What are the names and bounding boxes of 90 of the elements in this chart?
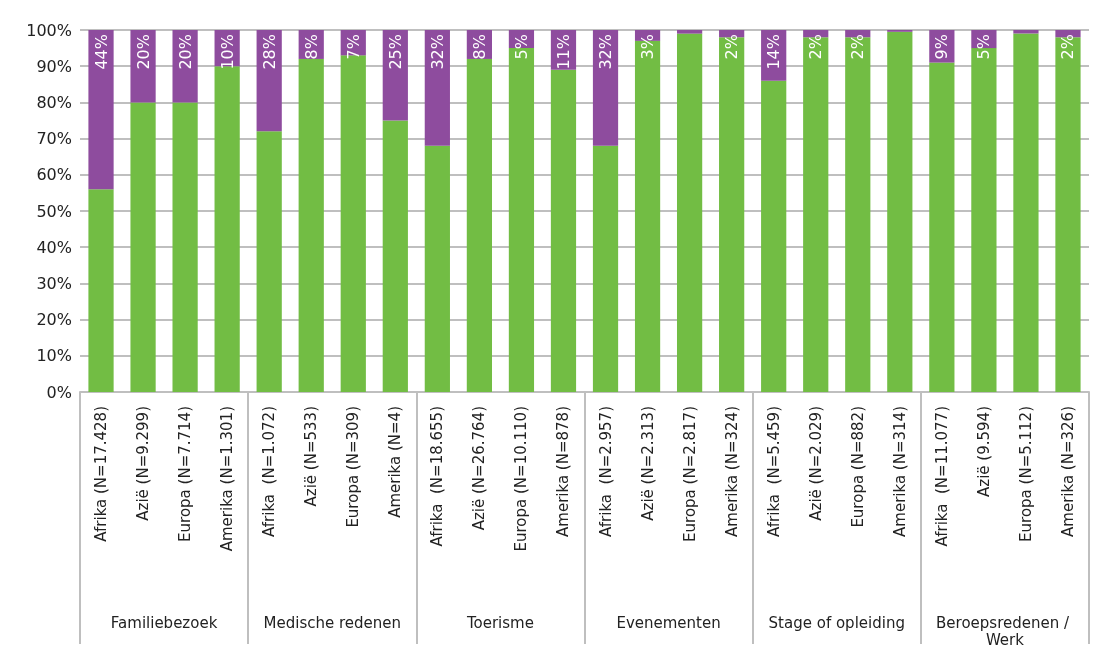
bar <box>382 120 408 392</box>
x-tick-label: Azië (N=9.299) <box>134 406 153 521</box>
x-tick-label: Azië (9.594) <box>974 406 993 497</box>
data-label: 5% <box>974 34 994 60</box>
bar <box>424 30 450 146</box>
bar <box>719 37 745 392</box>
bar <box>214 66 240 392</box>
x-tick-label: Amerika (N=4) <box>386 406 405 518</box>
text: Familiebezoek <box>110 613 218 632</box>
x-tick-label: Azië (N=2.029) <box>806 406 825 521</box>
x-tick-label: Europa (N=7.714) <box>176 406 195 542</box>
bar <box>130 30 156 103</box>
data-label: 11% <box>553 34 573 70</box>
data-label: 7% <box>343 34 363 60</box>
y-tick-label: 50% <box>36 201 72 221</box>
data-label: 2% <box>848 34 868 60</box>
x-tick-label: Amerika (N=878) <box>554 406 573 537</box>
y-tick-label: 80% <box>36 92 72 112</box>
bar <box>592 145 619 392</box>
bar <box>130 102 156 392</box>
x-tick-label: Azië (N=533) <box>302 406 321 507</box>
data-label: 2% <box>722 34 742 60</box>
y-tick-label: 10% <box>36 346 72 366</box>
bar <box>172 102 198 392</box>
bar <box>1013 30 1039 34</box>
x-tick-label: Europa (N=5.112) <box>1016 406 1035 542</box>
data-label: 32% <box>596 34 616 70</box>
text: Beroepsredenen / Werk <box>936 613 1074 649</box>
x-tick-label: Europa (N=10.110) <box>512 406 531 552</box>
text: Medische redenen <box>263 613 401 632</box>
bar <box>466 58 493 392</box>
x-tick-label: Afrika (N=2.957) <box>596 406 615 537</box>
data-label: 3% <box>638 34 658 60</box>
x-tick-label: Amerika (N=326) <box>1058 406 1077 537</box>
bar <box>172 30 198 103</box>
data-label: 8% <box>301 34 321 60</box>
data-label: 44% <box>91 34 111 70</box>
text: Toerisme <box>465 613 534 632</box>
x-tick-label: Europa (N=2.817) <box>680 406 699 542</box>
bar <box>761 80 787 392</box>
bar <box>88 30 114 190</box>
y-tick-label: 70% <box>36 129 72 149</box>
y-tick-label: 100% <box>26 20 72 40</box>
bar <box>676 30 703 34</box>
x-tick-label: Afrika (N=18.655) <box>428 406 447 547</box>
x-tick-label: Afrika (N=17.428) <box>92 406 111 542</box>
bar <box>1055 37 1081 392</box>
data-label: 20% <box>175 34 195 70</box>
y-tick-label: 40% <box>36 237 72 257</box>
bar <box>845 37 871 392</box>
bar <box>929 62 955 392</box>
x-tick-label: Afrika (N=11.077) <box>932 406 951 547</box>
bar <box>887 31 913 392</box>
y-tick-label: 90% <box>36 56 72 76</box>
x-tick-label: Europa (N=309) <box>344 406 363 528</box>
x-tick-label: Afrika (N=5.459) <box>764 406 783 537</box>
text: Stage of opleiding <box>768 613 905 632</box>
bar <box>676 33 703 392</box>
bar <box>298 58 324 392</box>
data-label: 5% <box>511 34 531 60</box>
data-label: 25% <box>385 34 405 70</box>
x-tick-label: Azië (N=26.764) <box>470 406 489 531</box>
bar <box>424 145 450 392</box>
y-tick-label: 30% <box>36 273 72 293</box>
x-tick-label: Afrika (N=1.072) <box>260 406 279 537</box>
y-tick-label: 20% <box>36 310 72 330</box>
bar <box>382 30 408 121</box>
data-label: 8% <box>469 34 489 60</box>
bar <box>88 189 114 392</box>
data-label: 28% <box>259 34 279 70</box>
bar <box>803 37 829 392</box>
data-label: 2% <box>1058 34 1078 60</box>
bar <box>592 30 619 146</box>
data-label: 2% <box>806 34 826 60</box>
data-label: 20% <box>133 34 153 70</box>
bar <box>550 69 577 392</box>
data-label: 14% <box>764 34 784 70</box>
x-tick-label: Azië (N=2.313) <box>638 406 657 521</box>
text: Evenementen <box>616 613 721 632</box>
y-tick-label: 0% <box>46 382 72 402</box>
x-tick-label: Amerika (N=324) <box>722 406 741 537</box>
data-label: 9% <box>932 34 952 60</box>
x-tick-label: Europa (N=882) <box>848 406 867 528</box>
bar <box>1013 33 1039 392</box>
data-label: 32% <box>427 34 447 70</box>
x-tick-label: Amerika (N=314) <box>890 406 909 537</box>
data-label: 10% <box>217 34 237 70</box>
bar <box>256 131 282 392</box>
y-tick-label: 60% <box>36 165 72 185</box>
x-tick-label: Amerika (N=1.301) <box>218 406 237 552</box>
